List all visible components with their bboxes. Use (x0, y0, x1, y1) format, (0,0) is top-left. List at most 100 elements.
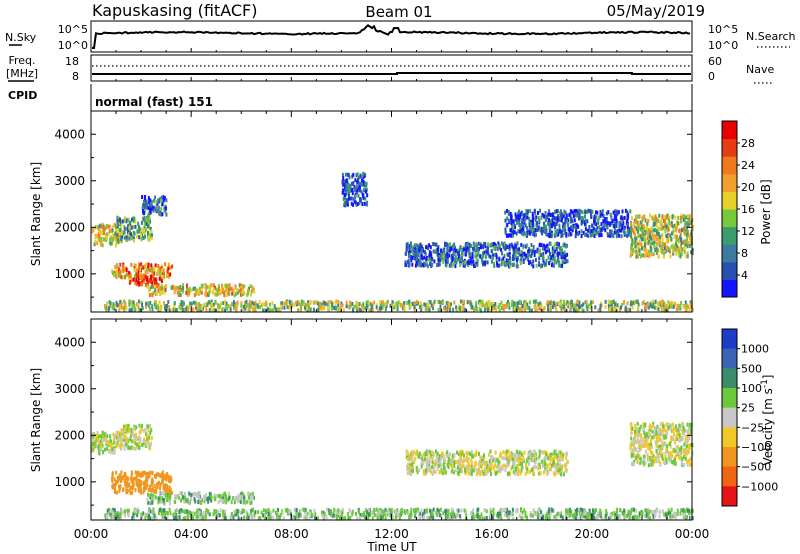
power-echo-cell (453, 242, 456, 247)
power-echo-cell (361, 191, 364, 196)
velocity-echo-cell (489, 507, 492, 512)
velocity-echo-cell (162, 476, 165, 481)
power-echo-cell (154, 284, 156, 289)
power-echo-cell (235, 292, 238, 297)
power-echo-cell (618, 224, 621, 229)
power-echo-cell (344, 203, 347, 208)
velocity-echo-cell (276, 513, 279, 518)
velocity-echo-cell (96, 437, 99, 442)
power-echo-cell (519, 300, 521, 304)
power-echo-cell (656, 248, 659, 253)
velocity-echo-cell (304, 507, 307, 512)
power-echo-cell (526, 306, 529, 310)
power-echo-cell (207, 292, 210, 297)
velocity-echo-cell (313, 508, 316, 513)
velocity-echo-cell (239, 499, 242, 504)
power-echo-cell (589, 302, 592, 307)
velocity-echo-cell (306, 511, 309, 516)
velocity-echo-cell (194, 499, 197, 504)
power-echo-cell (437, 262, 440, 267)
power-echo-cell (669, 249, 671, 254)
power-echo-cell (297, 301, 300, 306)
power-echo-cell (118, 239, 121, 244)
power-echo-cell (152, 274, 155, 279)
noise-tick-top-left: 10^5 (58, 23, 88, 36)
power-echo-cell (125, 235, 128, 240)
power-echo-cell (92, 227, 95, 232)
velocity-echo-cell (613, 511, 616, 516)
velocity-echo-cell (636, 515, 639, 520)
velocity-echo-cell (359, 516, 361, 521)
power-echo-cell (534, 218, 537, 223)
power-echo-cell (113, 273, 116, 278)
power-echo-cell (519, 229, 522, 234)
power-echo-cell (514, 302, 517, 307)
power-echo-cell (145, 227, 148, 232)
power-echo-cell (253, 289, 256, 294)
power-echo-cell (520, 243, 523, 247)
power-echo-cell (570, 232, 573, 237)
power-echo-cell (498, 263, 501, 268)
power-echo-cell (675, 307, 678, 312)
power-echo-cell (410, 255, 413, 260)
power-echo-cell (565, 259, 568, 264)
power-echo-cell (160, 207, 163, 212)
power-echo-cell (679, 253, 682, 258)
velocity-echo-cell (150, 498, 153, 503)
power-echo-cell (572, 214, 575, 219)
power-echo-cell (635, 226, 638, 231)
velocity-echo-cell (379, 513, 381, 518)
power-echo-cell (655, 250, 658, 255)
power-echo-cell (542, 251, 545, 256)
velocity-echo-cell (676, 508, 679, 513)
velocity-echo-cell (122, 474, 125, 479)
power-echo-cell (134, 219, 137, 224)
power-echo-cell (355, 202, 358, 207)
velocity-echo-cell (208, 491, 211, 496)
power-echo-cell (487, 242, 489, 247)
power-echo-cell (443, 306, 445, 311)
velocity-echo-cell (605, 513, 607, 518)
power-echo-cell (530, 262, 533, 267)
power-echo-cell (513, 306, 516, 311)
velocity-echo-cell (182, 495, 184, 500)
power-echo-cell (562, 252, 564, 257)
velocity-echo-cell (480, 512, 483, 517)
velocity-echo-cell (294, 515, 297, 520)
velocity-echo-cell (542, 515, 545, 520)
power-echo-cell (162, 198, 165, 203)
power-echo-cell (119, 270, 122, 275)
power-echo-cell (354, 194, 357, 199)
power-echo-cell (227, 283, 230, 288)
velocity-echo-cell (665, 513, 667, 518)
power-echo-cell (682, 229, 685, 234)
power-echo-cell (614, 302, 617, 307)
power-echo-cell (160, 198, 163, 203)
power-colorbar-swatch (722, 244, 737, 263)
power-echo-cell (549, 219, 552, 224)
power-echo-cell (564, 253, 567, 258)
power-echo-cell (164, 196, 166, 201)
velocity-echo-cell (163, 508, 166, 513)
power-echo-cell (141, 205, 144, 210)
power-echo-cell (469, 301, 472, 306)
power-echo-cell (498, 245, 501, 250)
power-echo-cell (223, 293, 226, 298)
power-echo-cell (191, 307, 194, 312)
velocity-echo-cell (123, 435, 126, 440)
power-echo-cell (533, 208, 536, 213)
velocity-echo-cell (409, 514, 412, 519)
power-echo-cell (475, 242, 478, 247)
power-echo-cell (573, 308, 576, 313)
power-echo-cell (635, 299, 638, 304)
power-echo-cell (634, 220, 637, 225)
velocity-echo-cell (179, 491, 182, 496)
power-echo-cell (426, 306, 429, 311)
power-echo-cell (144, 270, 147, 275)
power-echo-cell (140, 262, 143, 267)
power-echo-cell (415, 299, 418, 304)
power-echo-cell (118, 308, 121, 312)
power-echo-cell (568, 212, 571, 217)
velocity-echo-cell (105, 431, 107, 436)
power-echo-cell (149, 198, 152, 203)
